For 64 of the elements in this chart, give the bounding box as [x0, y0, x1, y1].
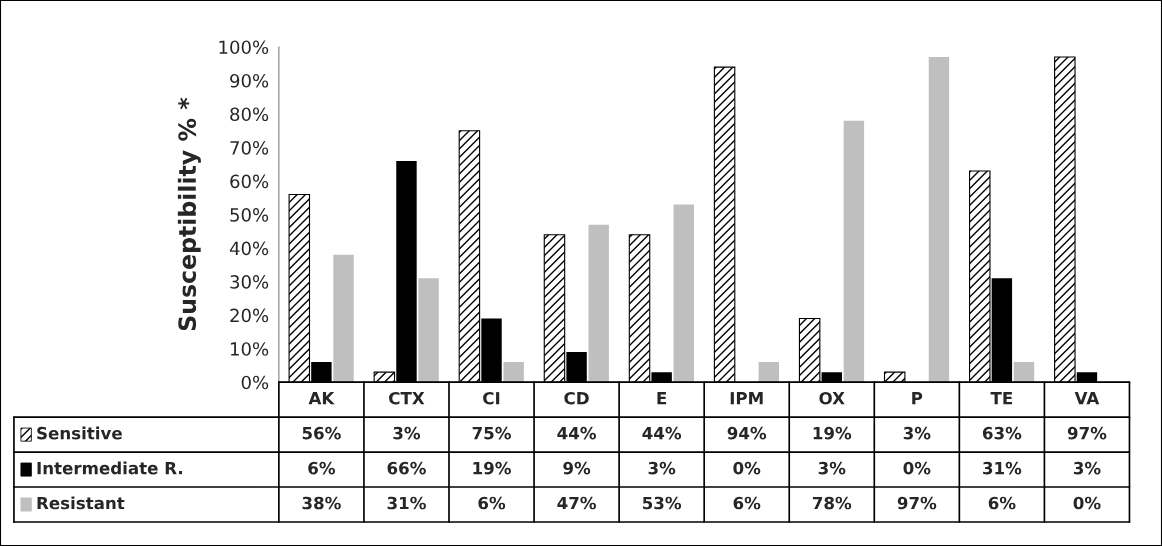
legend-label: Resistant — [37, 496, 125, 510]
bar — [758, 362, 780, 383]
x-tick-label: CD — [564, 391, 589, 405]
data-label: 0% — [1073, 496, 1101, 510]
y-tick-label: 100% — [219, 40, 269, 55]
x-tick-label: CTX — [389, 391, 425, 405]
data-label: 56% — [302, 426, 341, 440]
data-label: 3% — [648, 461, 676, 475]
y-tick-label: 60% — [230, 174, 269, 189]
x-tick-label: E — [657, 392, 667, 405]
bar — [418, 278, 439, 383]
data-label: 6% — [478, 496, 506, 510]
data-label: 94% — [727, 426, 767, 440]
data-label: 0% — [733, 461, 761, 475]
bar — [928, 57, 950, 383]
data-label: 3% — [393, 426, 421, 440]
y-tick-label: 50% — [230, 208, 269, 222]
data-label: 6% — [988, 496, 1016, 510]
y-tick-label: 30% — [230, 275, 269, 289]
y-tick-label: 40% — [229, 241, 269, 256]
y-tick-label: 70% — [230, 140, 269, 155]
data-label: 31% — [387, 496, 426, 510]
y-tick-label: 90% — [230, 73, 269, 88]
data-label: 3% — [818, 461, 846, 475]
bar — [843, 120, 865, 383]
x-tick-label: AK — [308, 392, 335, 405]
y-axis-title: Susceptibility % * — [177, 97, 201, 331]
data-label: 47% — [557, 496, 596, 510]
data-label: 19% — [813, 426, 852, 440]
x-tick-label: TE — [990, 392, 1013, 405]
y-tick-label: 20% — [230, 308, 269, 323]
x-tick-label: P — [912, 392, 923, 405]
data-label: 9% — [563, 461, 591, 475]
data-label: 97% — [1067, 426, 1107, 440]
data-label: 6% — [733, 496, 761, 510]
x-tick-label: CI — [483, 391, 500, 405]
data-label: 66% — [387, 461, 426, 475]
y-tick-label: 10% — [231, 342, 269, 356]
data-label: 78% — [812, 496, 852, 510]
legend-label: Intermediate R. — [37, 461, 182, 475]
data-label: 19% — [473, 461, 511, 475]
y-tick-label: 80% — [230, 107, 269, 122]
bar — [673, 204, 694, 383]
data-label: 6% — [308, 461, 336, 475]
bar — [1013, 362, 1035, 383]
y-tick-label: 0% — [241, 375, 269, 390]
data-label: 3% — [1073, 461, 1101, 475]
data-label: 38% — [302, 496, 341, 510]
data-label: 75% — [472, 426, 511, 440]
data-label: 53% — [642, 496, 682, 510]
x-tick-label: OX — [819, 391, 845, 405]
data-label: 97% — [897, 496, 937, 510]
x-tick-label: VA — [1074, 392, 1100, 405]
data-label: 63% — [982, 426, 1022, 440]
bar — [503, 362, 524, 383]
bar — [333, 254, 354, 383]
data-label: 0% — [903, 461, 931, 475]
bar — [588, 224, 609, 383]
x-tick-label: IPM — [730, 392, 763, 405]
data-label: 44% — [642, 426, 682, 440]
legend-label: Sensitive — [37, 426, 122, 440]
data-label: 3% — [903, 426, 931, 440]
data-label: 31% — [983, 461, 1022, 475]
data-label: 44% — [557, 426, 596, 440]
